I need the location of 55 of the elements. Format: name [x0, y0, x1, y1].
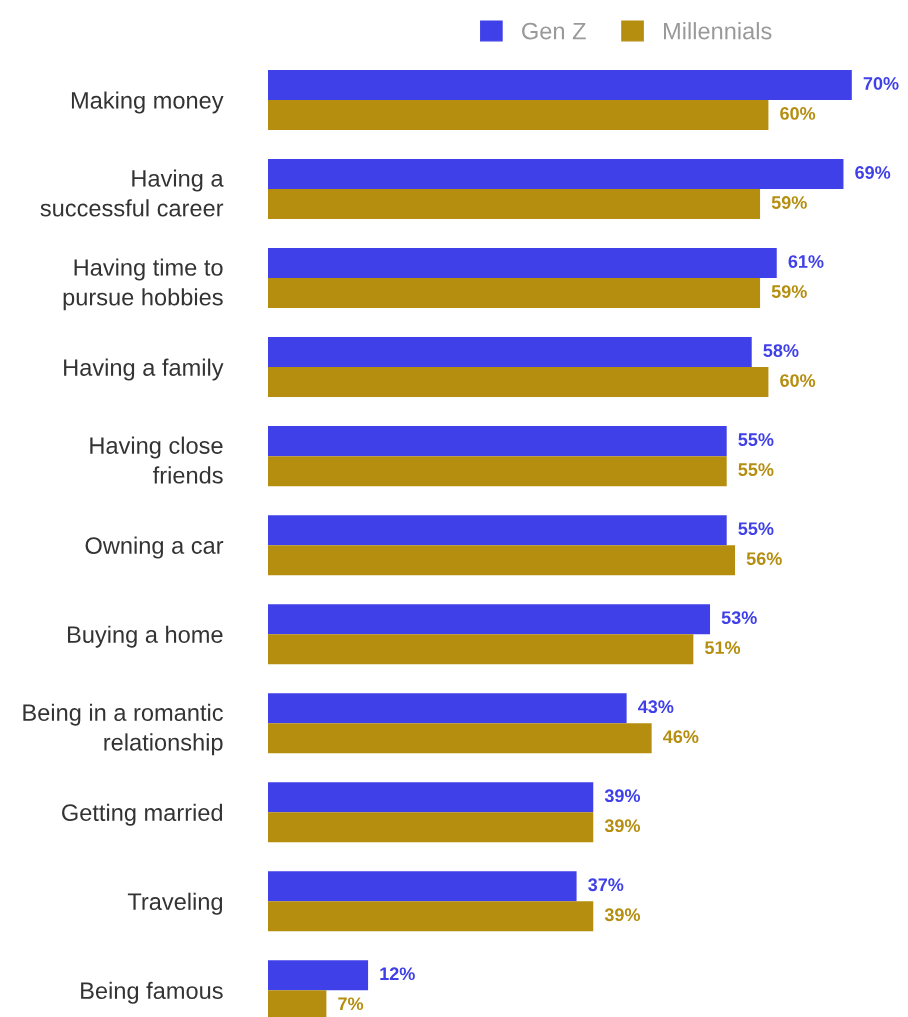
data-label: 69% [855, 166, 891, 179]
bar [268, 100, 769, 131]
y-tick-label: Getting married [62, 803, 223, 826]
data-label: 46% [663, 730, 699, 744]
data-label: 12% [380, 967, 415, 981]
data-label: 70% [863, 77, 899, 90]
bar [268, 189, 761, 220]
y-tick-label: Having a family [64, 358, 224, 381]
bar [268, 367, 769, 398]
bar [268, 634, 694, 665]
data-label: 55% [738, 433, 774, 446]
bar [268, 248, 777, 279]
bar [268, 901, 594, 932]
bar [268, 515, 727, 546]
data-label: 51% [705, 641, 741, 655]
data-label: 61% [788, 255, 824, 268]
data-label: 37% [588, 878, 624, 892]
data-label: 7% [338, 997, 364, 1011]
y-tick-label: Being in a romantic relationship [23, 703, 223, 756]
legend-label: Millennials [664, 22, 772, 40]
data-label: 59% [771, 196, 807, 209]
bar [268, 456, 727, 487]
bar [268, 426, 727, 457]
data-label: 53% [721, 611, 757, 625]
bar [268, 337, 752, 368]
data-label: 55% [738, 522, 774, 535]
legend-label: Gen Z [522, 22, 586, 40]
y-tick-label: Buying a home [68, 625, 223, 648]
bar [268, 278, 761, 309]
bar [268, 70, 852, 101]
y-tick-label: Having a successful career [40, 169, 224, 217]
data-label: 43% [638, 700, 674, 714]
data-label: 60% [780, 107, 816, 120]
y-tick-label: Making money [71, 91, 224, 114]
y-tick-label: Having close friends [90, 436, 223, 484]
bar [268, 812, 594, 843]
y-tick-label: Having time to pursue hobbies [63, 258, 223, 311]
data-label: 55% [738, 463, 774, 476]
bar [268, 782, 594, 813]
bar [268, 545, 736, 576]
data-label: 60% [780, 374, 816, 387]
data-label: 39% [604, 789, 641, 803]
data-label: 39% [604, 819, 641, 833]
y-tick-label: Being famous [81, 981, 223, 1004]
bar [268, 693, 627, 724]
data-label: 58% [763, 344, 799, 357]
data-label: 39% [604, 908, 641, 922]
bar [268, 871, 577, 902]
data-label: 56% [746, 552, 782, 565]
bar [268, 723, 652, 754]
y-tick-label: Owning a car [85, 536, 224, 559]
bar [268, 604, 711, 635]
bar [268, 159, 844, 190]
data-label: 59% [771, 285, 807, 298]
y-tick-label: Traveling [127, 892, 223, 915]
